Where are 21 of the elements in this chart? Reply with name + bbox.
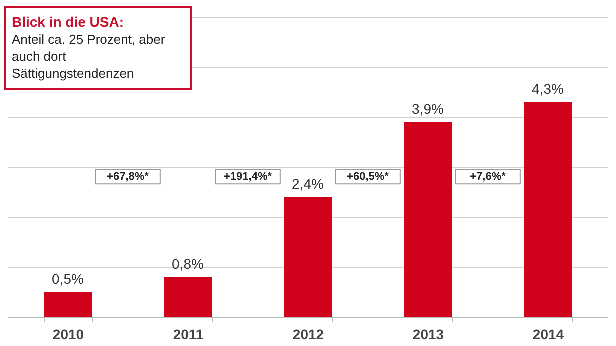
bar	[164, 277, 212, 317]
data-label: 2,4%	[292, 176, 324, 192]
annotation: +60,5%*	[347, 171, 390, 183]
x-tick-label: 2014	[532, 326, 564, 342]
data-label: 0,5%	[52, 271, 84, 287]
bar	[524, 102, 572, 317]
data-label: 3,9%	[412, 101, 444, 117]
x-tick-label: 2013	[412, 326, 444, 342]
annotation: Blick in die USA:	[12, 14, 126, 31]
annotation: +67,8%*	[107, 171, 150, 183]
bar	[284, 197, 332, 317]
annotation: +191,4%*	[224, 171, 273, 183]
annotation: Anteil ca. 25 Prozent, aber auch dort Sättigungstendenzen	[12, 31, 166, 82]
x-tick-label: 2010	[52, 326, 84, 342]
x-tick-label: 2011	[173, 326, 204, 342]
data-label: 0,8%	[172, 256, 204, 272]
annotation: +7,6%*	[470, 171, 507, 183]
data-label: 4,3%	[532, 81, 564, 97]
x-tick-label: 2012	[292, 326, 324, 342]
bar	[44, 292, 92, 317]
bar	[404, 122, 452, 317]
